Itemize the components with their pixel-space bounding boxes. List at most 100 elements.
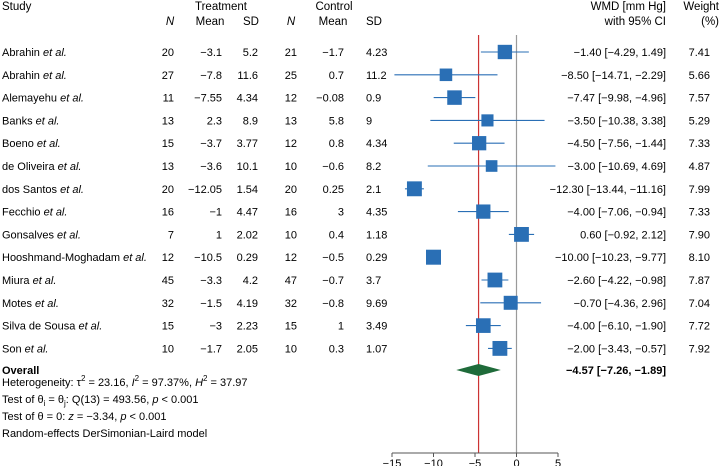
weight-value: 7.87: [689, 275, 710, 287]
control-sd: 9.69: [366, 298, 387, 310]
header-weight-unit: (%): [701, 16, 719, 28]
control-sd: 9: [366, 115, 372, 127]
treatment-sd: 4.34: [237, 93, 258, 105]
treatment-sd: 2.23: [237, 321, 258, 333]
treatment-mean: −3.7: [200, 138, 222, 150]
control-n: 10: [285, 343, 297, 355]
effect-marker: [426, 249, 441, 265]
treatment-sd: 4.19: [237, 298, 258, 310]
study-name: de Oliveira et al.: [2, 161, 81, 173]
weight-value: 5.66: [689, 70, 710, 82]
control-mean: 5.8: [329, 115, 344, 127]
effect-ci-text: −8.50 [−14.71, −2.29]: [561, 70, 666, 82]
weight-value: 7.57: [689, 93, 710, 105]
weight-value: 8.10: [689, 252, 710, 264]
control-n: 12: [285, 138, 297, 150]
treatment-n: 7: [168, 229, 174, 241]
control-sd: 4.34: [366, 138, 387, 150]
control-sd: 4.23: [366, 47, 387, 59]
weight-value: 7.72: [689, 321, 710, 333]
effect-marker: [476, 204, 491, 219]
header-control-mean: Mean: [319, 16, 348, 28]
overall-ci-text: −4.57 [−7.26, −1.89]: [566, 365, 666, 377]
weight-value: 7.90: [689, 229, 710, 241]
control-mean: −1.7: [322, 47, 344, 59]
treatment-mean: −1.7: [200, 343, 222, 355]
control-sd: 8.2: [366, 161, 381, 173]
treatment-n: 15: [162, 138, 174, 150]
treatment-mean: −7.8: [200, 70, 222, 82]
treatment-mean: −1: [209, 207, 222, 219]
control-mean: −0.8: [322, 298, 344, 310]
effect-ci-text: −3.50 [−10.38, 3.38]: [568, 115, 666, 127]
control-n: 10: [285, 229, 297, 241]
effect-marker: [439, 68, 453, 82]
control-sd: 11.2: [366, 70, 387, 82]
header-control: Control: [315, 1, 352, 13]
test-zero-note: Test of θ = 0: z = −3.34, p < 0.001: [2, 411, 167, 423]
study-name: Silva de Sousa et al.: [2, 321, 102, 333]
treatment-n: 11: [163, 93, 174, 105]
control-n: 21: [285, 47, 297, 59]
header-treatment-sd: SD: [243, 16, 259, 28]
study-row: Abrahin et al. 20 −3.1 5.2 21 −1.7 4.23 −1.40 […: [2, 44, 710, 60]
header-control-sd: SD: [366, 16, 382, 28]
study-row: Fecchio et al. 16 −1 4.47 16 3 4.35 −4.00 [−7.0…: [2, 204, 710, 219]
treatment-mean: −3.6: [200, 161, 222, 173]
treatment-mean: −10.5: [194, 252, 222, 264]
effect-ci-text: −0.70 [−4.36, 2.96]: [574, 298, 666, 310]
study-row: dos Santos et al. 20 −12.05 1.54 20 0.25 2.1 −1…: [2, 181, 710, 197]
header-weight: Weight: [683, 1, 719, 13]
study-name: Abrahin et al.: [2, 47, 67, 59]
weight-value: 7.99: [689, 184, 710, 196]
overall-row: Overall −4.57 [−7.26, −1.89]: [2, 364, 666, 377]
effect-marker: [475, 318, 491, 333]
control-mean: 0.8: [329, 138, 344, 150]
effect-marker: [447, 90, 462, 105]
control-n: 20: [285, 184, 297, 196]
effect-marker: [472, 136, 487, 151]
study-name: Boeno et al.: [2, 138, 61, 150]
study-row: Alemayehu et al. 11 −7.55 4.34 12 −0.08 0.9 −7.…: [2, 90, 710, 105]
treatment-n: 32: [162, 298, 174, 310]
weight-value: 7.04: [689, 298, 710, 310]
study-row: Silva de Sousa et al. 15 −3 2.23 15 1 3.49 −4.0…: [2, 318, 710, 333]
effect-ci-text: −12.30 [−13.44, −11.16]: [550, 184, 666, 196]
control-sd: 3.7: [366, 275, 381, 287]
control-mean: 0.4: [329, 229, 344, 241]
header-ci: with 95% CI: [604, 16, 666, 28]
table-header: Study Treatment Control N Mean SD N Mean…: [2, 1, 720, 28]
x-tick-label: −5: [469, 458, 482, 466]
control-n: 12: [285, 93, 297, 105]
study-row: Hooshmand-Moghadam et al. 12 −10.5 0.29 12 −0…: [2, 249, 710, 265]
control-mean: −0.08: [316, 93, 344, 105]
effect-marker: [487, 272, 503, 288]
study-name: Gonsalves et al.: [2, 229, 81, 241]
control-mean: −0.5: [322, 252, 344, 264]
x-tick-label: −10: [424, 458, 443, 466]
study-name: Son et al.: [2, 343, 48, 355]
treatment-mean: −7.55: [194, 93, 222, 105]
overall-label: Overall: [2, 365, 39, 377]
study-name: Abrahin et al.: [2, 70, 67, 82]
treatment-mean: 1: [216, 229, 222, 241]
weight-value: 7.33: [689, 138, 710, 150]
treatment-sd: 5.2: [243, 47, 258, 59]
header-treatment-n: N: [166, 16, 175, 28]
effect-ci-text: −10.00 [−10.23, −9.77]: [555, 252, 666, 264]
header-treatment-mean: Mean: [196, 16, 225, 28]
effect-marker: [481, 114, 494, 127]
model-note: Random-effects DerSimonian-Laird model: [2, 428, 207, 440]
heterogeneity-note: Heterogeneity: τ2 = 23.16, I2 = 97.37%, …: [2, 374, 248, 389]
header-study: Study: [2, 1, 32, 13]
treatment-n: 12: [162, 252, 174, 264]
effect-ci-text: −2.60 [−4.22, −0.98]: [567, 275, 666, 287]
treatment-mean: −3.3: [200, 275, 222, 287]
treatment-mean: 2.3: [207, 115, 222, 127]
effect-marker: [497, 44, 513, 60]
effect-ci-text: −4.50 [−7.56, −1.44]: [567, 138, 666, 150]
treatment-mean: −12.05: [188, 184, 222, 196]
effect-ci-text: 0.60 [−0.92, 2.12]: [580, 229, 666, 241]
weight-value: 4.87: [689, 161, 710, 173]
